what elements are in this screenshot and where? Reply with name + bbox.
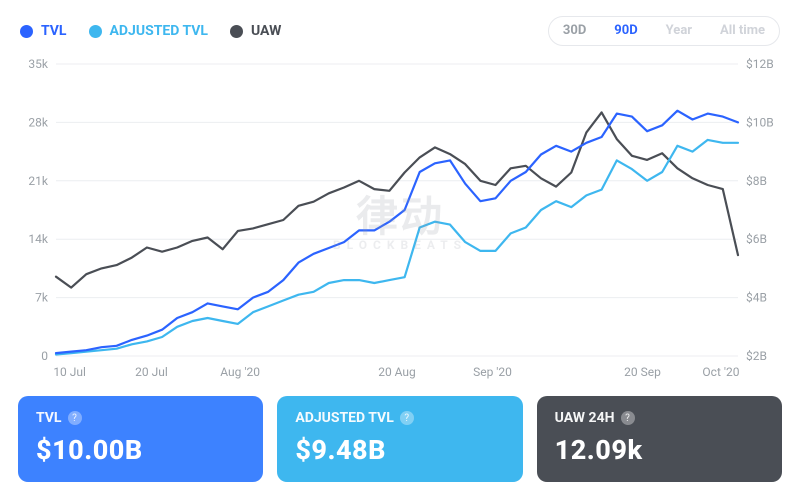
x-label: 20 Aug (378, 365, 416, 379)
y-right-label: $12B (746, 57, 774, 71)
x-label: Sep '20 (473, 365, 512, 379)
x-label: Aug '20 (220, 365, 260, 379)
chart-header: TVL ADJUSTED TVL UAW 30D90DYearAll time (18, 12, 782, 56)
card-value: $9.48B (295, 434, 504, 466)
card-title-row: UAW 24H ? (555, 410, 764, 426)
y-left-label: 35k (28, 57, 48, 71)
legend-label: UAW (251, 23, 281, 39)
range-option: Year (652, 17, 706, 45)
range-option: All time (706, 17, 779, 45)
legend-dot (20, 25, 33, 38)
series-line (56, 112, 738, 287)
legend-label: ADJUSTED TVL (110, 23, 208, 39)
card-title: UAW 24H (555, 410, 615, 426)
y-right-label: $10B (746, 115, 774, 129)
help-icon[interactable]: ? (68, 411, 82, 425)
card-title: ADJUSTED TVL (295, 410, 393, 426)
y-right-label: $8B (746, 174, 767, 188)
y-right-label: $2B (746, 349, 767, 363)
x-label: 20 Jul (135, 365, 168, 379)
x-label: Oct '20 (702, 365, 739, 379)
stat-card[interactable]: UAW 24H ? 12.09k (537, 396, 782, 482)
help-icon[interactable]: ? (400, 411, 414, 425)
range-picker[interactable]: 30D90DYearAll time (548, 16, 780, 46)
range-option[interactable]: 30D (549, 17, 600, 45)
stat-card[interactable]: TVL ? $10.00B (18, 396, 263, 482)
legend-item[interactable]: ADJUSTED TVL (89, 23, 208, 39)
y-left-label: 21k (28, 174, 48, 188)
legend-dot (89, 25, 102, 38)
y-left-label: 0 (41, 349, 48, 363)
range-option[interactable]: 90D (600, 17, 651, 45)
legend-label: TVL (41, 23, 67, 39)
x-label: 10 Jul (53, 365, 86, 379)
y-left-label: 28k (28, 115, 48, 129)
chart: 0 7k 14k 21k 28k 35k $2B $4B $6B $8B $10B $12B 10 Ju… (18, 56, 782, 386)
stat-card[interactable]: ADJUSTED TVL ? $9.48B (277, 396, 522, 482)
y-right-label: $4B (746, 291, 767, 305)
y-left-label: 7k (35, 291, 49, 305)
series-line (56, 140, 738, 355)
legend-item[interactable]: UAW (230, 23, 281, 39)
card-title-row: ADJUSTED TVL ? (295, 410, 504, 426)
legend-dot (230, 25, 243, 38)
legend: TVL ADJUSTED TVL UAW (20, 23, 281, 39)
chart-svg: 0 7k 14k 21k 28k 35k $2B $4B $6B $8B $10B $12B 10 Ju… (18, 56, 782, 386)
card-title-row: TVL ? (36, 410, 245, 426)
y-left-label: 14k (28, 232, 48, 246)
card-value: 12.09k (555, 434, 764, 466)
card-title: TVL (36, 410, 62, 426)
series-line (56, 111, 738, 353)
x-label: 20 Sep (624, 365, 661, 379)
legend-item[interactable]: TVL (20, 23, 67, 39)
card-value: $10.00B (36, 434, 245, 466)
stat-cards: TVL ? $10.00B ADJUSTED TVL ? $9.48B UAW … (18, 396, 782, 482)
help-icon[interactable]: ? (621, 411, 635, 425)
y-right-label: $6B (746, 232, 767, 246)
